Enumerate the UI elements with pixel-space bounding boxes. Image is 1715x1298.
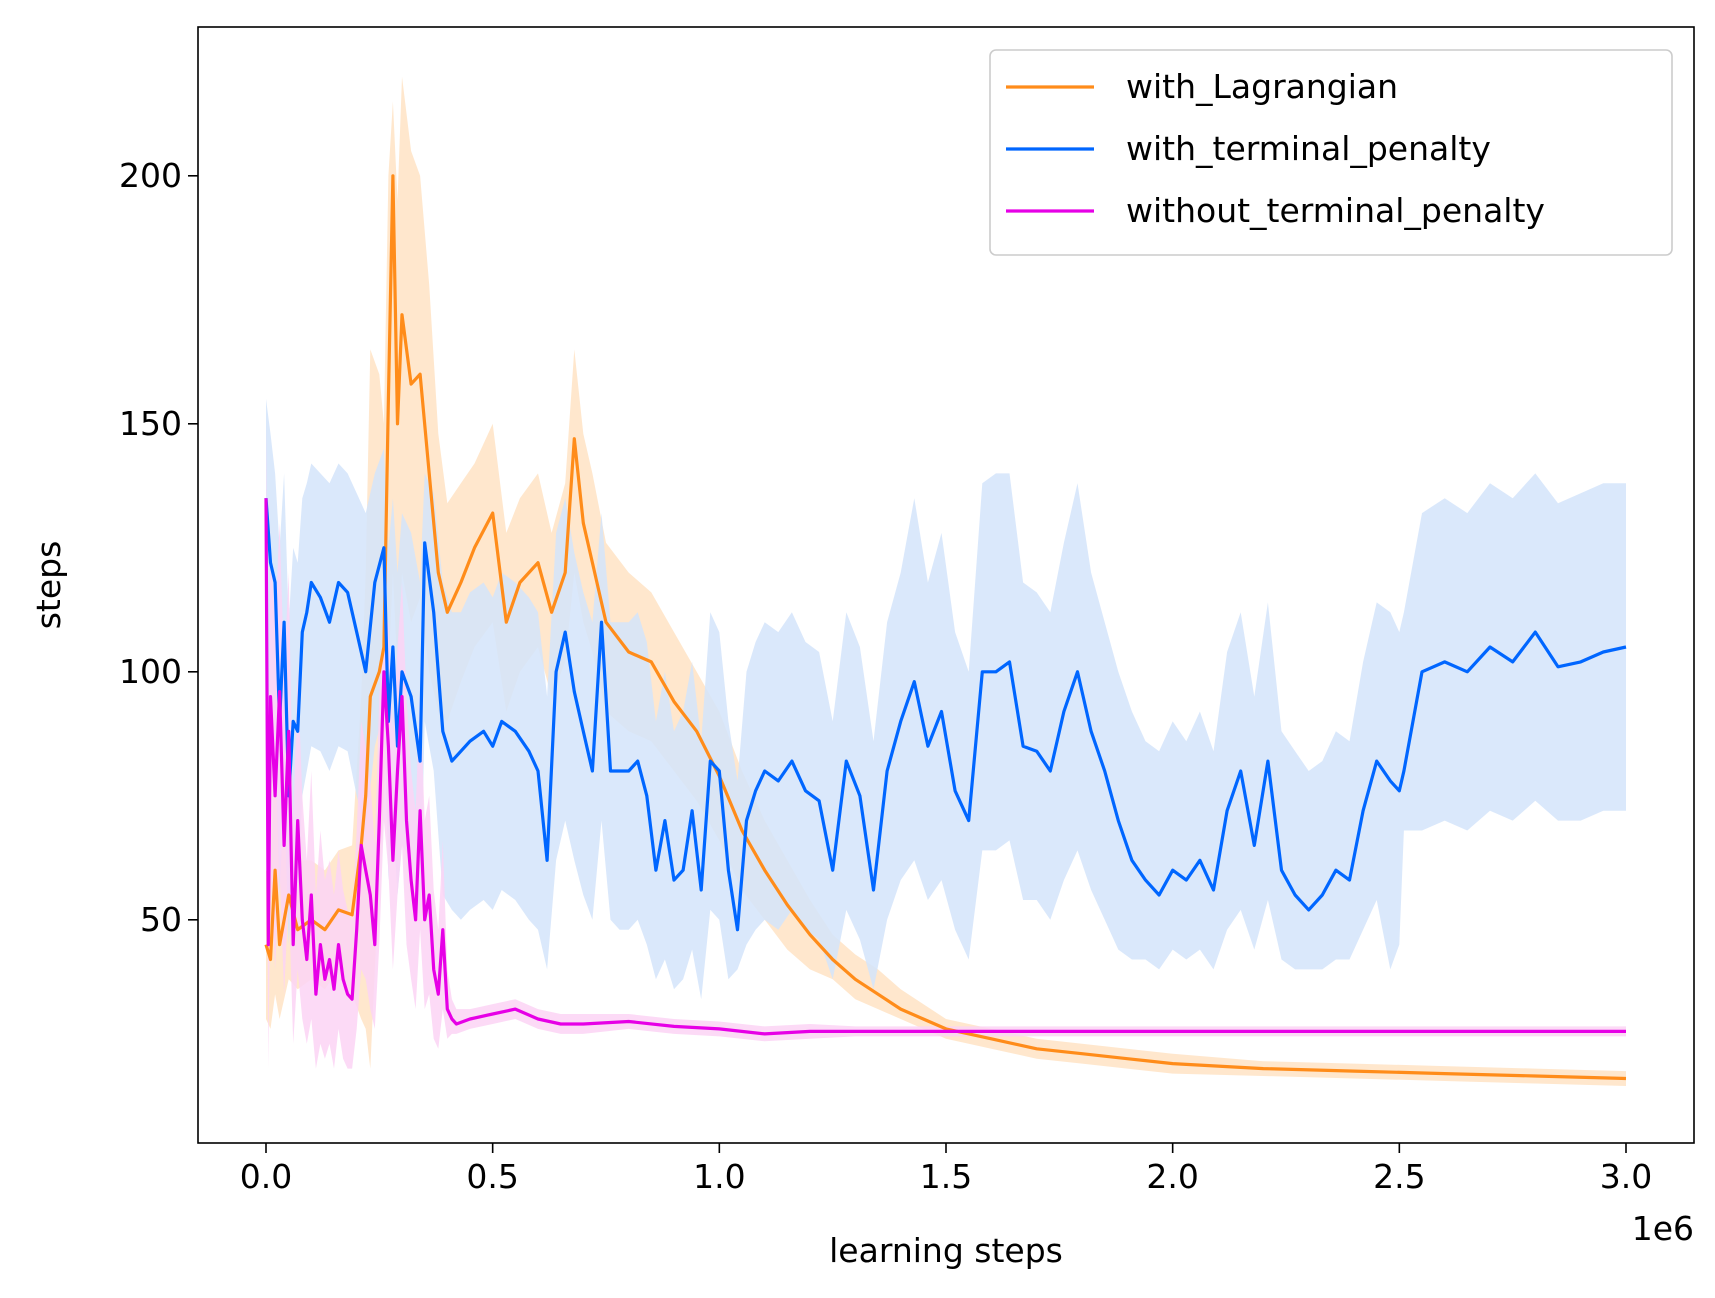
x-tick-label: 0.0 <box>240 1157 292 1196</box>
confidence-bands <box>266 76 1626 1087</box>
y-axis-ticks: 50 100 150 200 <box>119 156 198 939</box>
y-tick-label: 150 <box>119 404 182 443</box>
y-axis-label: steps <box>29 541 68 630</box>
legend-label-without-terminal-penalty: without_terminal_penalty <box>1126 191 1545 230</box>
series-lines <box>264 174 1627 1081</box>
legend-label-with-terminal-penalty: with_terminal_penalty <box>1126 129 1491 168</box>
without-terminal-penalty-line <box>264 498 1626 1036</box>
x-axis-offset-label: 1e6 <box>1632 1209 1694 1248</box>
x-tick-label: 1.5 <box>920 1157 972 1196</box>
x-tick-label: 0.5 <box>466 1157 518 1196</box>
legend-label-with-lagrangian: with_Lagrangian <box>1126 67 1398 106</box>
y-tick-label: 50 <box>140 900 182 939</box>
x-axis-label: learning steps <box>829 1231 1063 1270</box>
with-terminal-penalty-band <box>266 399 1626 1000</box>
x-axis-ticks: 0.0 0.5 1.0 1.5 2.0 2.5 3.0 <box>240 1143 1652 1196</box>
legend: with_Lagrangian with_terminal_penaltywith… <box>989 49 1673 256</box>
x-tick-label: 3.0 <box>1600 1157 1652 1196</box>
legend-box <box>989 49 1673 256</box>
y-tick-label: 200 <box>119 156 182 195</box>
x-tick-label: 2.0 <box>1146 1157 1198 1196</box>
x-tick-label: 2.5 <box>1373 1157 1425 1196</box>
y-tick-label: 100 <box>119 652 182 691</box>
with-lagrangian-band <box>266 76 1626 1087</box>
with-terminal-penalty-line <box>264 498 1627 932</box>
x-tick-label: 1.0 <box>693 1157 745 1196</box>
